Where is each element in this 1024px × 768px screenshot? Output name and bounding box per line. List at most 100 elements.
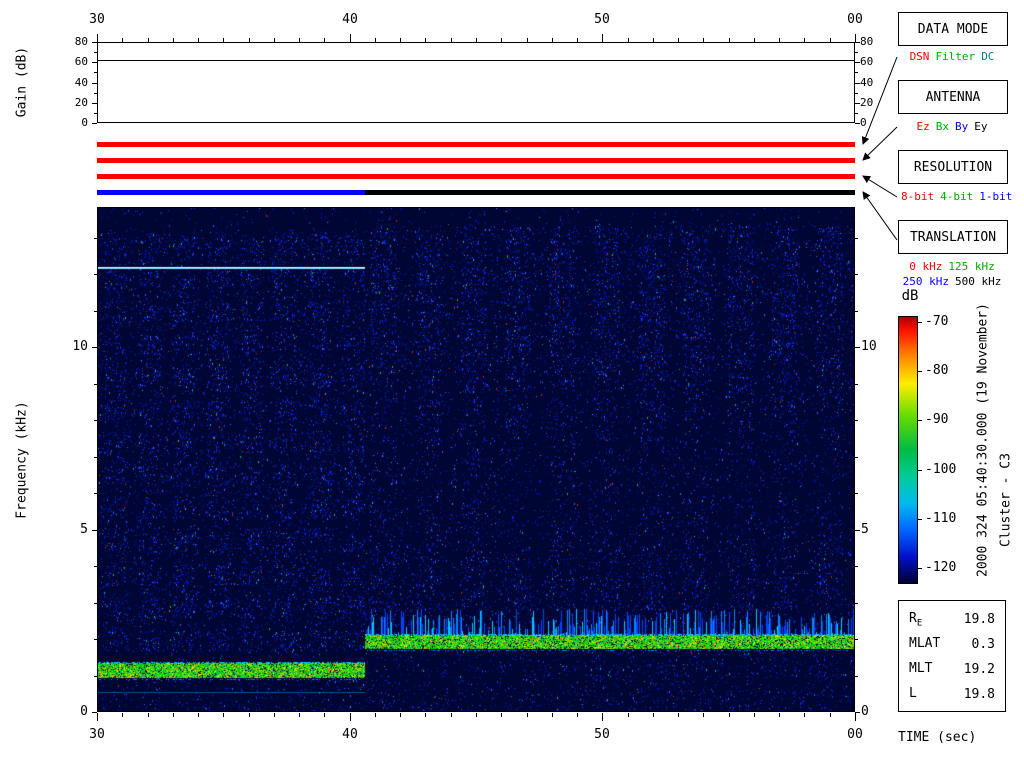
tick-mark bbox=[602, 713, 603, 721]
arrow-translation bbox=[862, 191, 898, 241]
translation-bar-segment bbox=[365, 190, 855, 195]
colorbar-tick-label: -90 bbox=[925, 412, 949, 427]
tick-mark bbox=[855, 52, 858, 53]
tick-mark bbox=[804, 38, 805, 42]
tick-mark bbox=[855, 34, 856, 42]
colorbar bbox=[898, 316, 918, 584]
tick-mark bbox=[94, 384, 97, 385]
time-tick-label: 50 bbox=[594, 12, 610, 27]
colorbar-tick-label: -70 bbox=[925, 314, 949, 329]
tick-mark bbox=[122, 38, 123, 42]
tick-mark bbox=[855, 123, 860, 124]
tick-mark bbox=[527, 713, 528, 717]
ephemeris-label: RE bbox=[909, 610, 923, 629]
tick-mark bbox=[918, 420, 922, 421]
tick-mark bbox=[628, 38, 629, 42]
tick-mark bbox=[148, 38, 149, 42]
colorbar-tick-label: -80 bbox=[925, 363, 949, 378]
legend-value: 1-bit bbox=[979, 190, 1013, 203]
time-axis-title: TIME (sec) bbox=[898, 730, 977, 745]
tick-mark bbox=[855, 83, 860, 84]
legend-value: 125 kHz bbox=[948, 260, 995, 273]
ephemeris-value: 19.8 bbox=[963, 687, 995, 702]
ephemeris-row: MLT 19.2 bbox=[899, 657, 1005, 682]
tick-mark bbox=[223, 38, 224, 42]
ephemeris-value: 0.3 bbox=[971, 637, 995, 652]
legend-box-antenna: ANTENNA bbox=[898, 80, 1008, 114]
tick-mark bbox=[527, 38, 528, 42]
legend-value: 500 kHz bbox=[955, 275, 1002, 288]
tick-mark bbox=[918, 519, 922, 520]
tick-mark bbox=[779, 713, 780, 717]
tick-mark bbox=[855, 420, 858, 421]
tick-mark bbox=[94, 566, 97, 567]
datetime-label: 2000 324 05:40:30.000 (19 November) bbox=[975, 303, 991, 577]
time-tick-label: 00 bbox=[847, 727, 863, 742]
tick-mark bbox=[274, 38, 275, 42]
tick-mark bbox=[830, 713, 831, 717]
tick-mark bbox=[94, 274, 97, 275]
ephemeris-value: 19.2 bbox=[963, 662, 995, 677]
legend-value: DSN bbox=[909, 50, 930, 63]
tick-mark bbox=[476, 713, 477, 717]
tick-mark bbox=[918, 322, 922, 323]
colorbar-tick-label: -110 bbox=[925, 511, 957, 526]
tick-mark bbox=[855, 113, 858, 114]
tick-mark bbox=[754, 713, 755, 717]
tick-mark bbox=[92, 103, 97, 104]
tick-mark bbox=[425, 38, 426, 42]
tick-mark bbox=[97, 713, 98, 721]
tick-mark bbox=[173, 38, 174, 42]
tick-mark bbox=[94, 493, 97, 494]
tick-mark bbox=[552, 38, 553, 42]
tick-mark bbox=[94, 420, 97, 421]
time-tick-label: 50 bbox=[594, 727, 610, 742]
tick-mark bbox=[552, 713, 553, 717]
freq-tick-label: 5 bbox=[861, 522, 869, 537]
legend-box-title: TRANSLATION bbox=[909, 229, 997, 245]
tick-mark bbox=[855, 713, 856, 721]
legend-value: Bx bbox=[935, 120, 949, 133]
tick-mark bbox=[855, 62, 860, 63]
freq-tick-label: 5 bbox=[80, 522, 88, 537]
tick-mark bbox=[92, 123, 97, 124]
tick-mark bbox=[148, 713, 149, 717]
tick-mark bbox=[830, 38, 831, 42]
colorbar-tick-label: -120 bbox=[925, 560, 957, 575]
tick-mark bbox=[92, 42, 97, 43]
legend-value: By bbox=[955, 120, 969, 133]
gain-tick-label: 20 bbox=[860, 96, 874, 109]
tick-mark bbox=[855, 603, 858, 604]
tick-mark bbox=[92, 712, 97, 713]
tick-mark bbox=[779, 38, 780, 42]
legend-box-data-mode: DATA MODE bbox=[898, 12, 1008, 46]
tick-mark bbox=[855, 676, 858, 677]
tick-mark bbox=[501, 713, 502, 717]
gain-tick-label: 0 bbox=[81, 116, 88, 129]
tick-mark bbox=[804, 713, 805, 717]
gain-tick-label: 40 bbox=[860, 76, 874, 89]
ephemeris-value: 19.8 bbox=[963, 612, 995, 627]
tick-mark bbox=[678, 38, 679, 42]
time-tick-label: 30 bbox=[89, 727, 105, 742]
legend-value: 0 kHz bbox=[909, 260, 943, 273]
colorbar-tick-label: -100 bbox=[925, 462, 957, 477]
freq-tick-label: 10 bbox=[861, 339, 877, 354]
tick-mark bbox=[501, 38, 502, 42]
gain-tick-label: 80 bbox=[860, 35, 874, 48]
legend-box-translation: TRANSLATION bbox=[898, 220, 1008, 254]
tick-mark bbox=[92, 530, 97, 531]
legend-box-title: RESOLUTION bbox=[913, 159, 993, 175]
ephemeris-label: MLT bbox=[909, 660, 933, 676]
spacecraft-label: Cluster - C3 bbox=[998, 453, 1014, 547]
legend-box-title: DATA MODE bbox=[917, 21, 989, 37]
tick-mark bbox=[855, 384, 858, 385]
tick-mark bbox=[92, 347, 97, 348]
tick-mark bbox=[324, 38, 325, 42]
tick-mark bbox=[855, 457, 858, 458]
tick-mark bbox=[198, 38, 199, 42]
tick-mark bbox=[729, 713, 730, 717]
tick-mark bbox=[855, 712, 860, 713]
tick-mark bbox=[855, 72, 858, 73]
